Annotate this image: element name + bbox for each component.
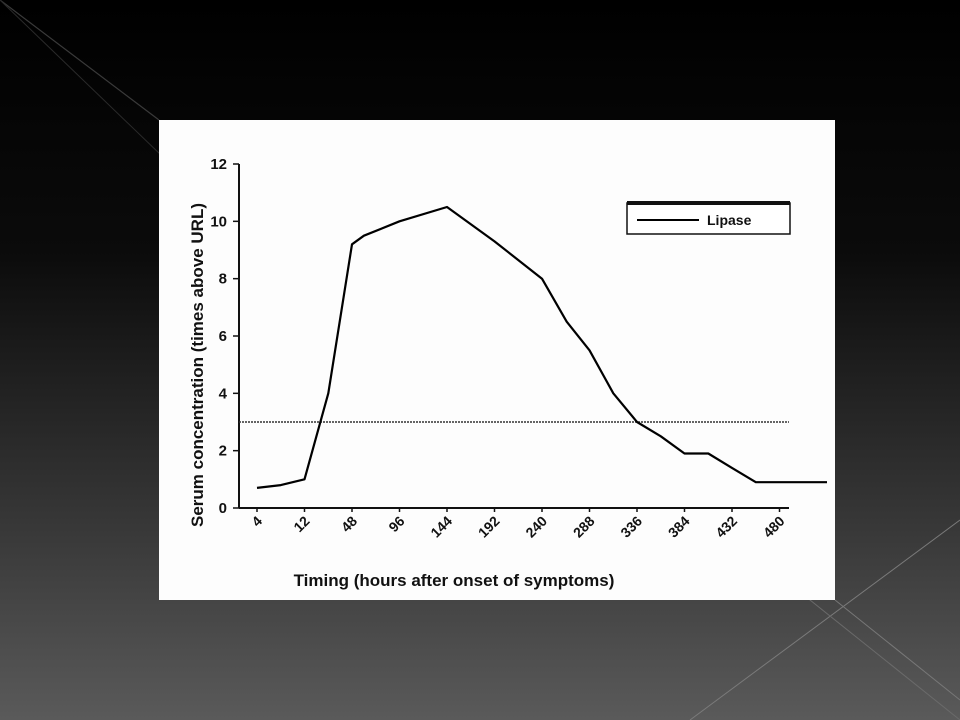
y-tick-label: 2 [219,443,227,460]
x-axis-label: Timing (hours after onset of symptoms) [294,571,615,590]
y-tick-label: 12 [210,156,227,173]
x-tick-label: 240 [522,513,550,541]
y-tick-label: 6 [219,328,227,345]
legend-top-bar [627,201,790,205]
series-line-lipase [256,205,827,489]
y-tick-label: 4 [219,385,228,402]
legend-label-lipase: Lipase [707,212,752,228]
x-tick-label: 48 [338,513,360,535]
y-tick-label: 8 [219,271,227,288]
legend: Lipase [626,201,791,235]
y-axis-label: Serum concentration (times above URL) [188,203,207,527]
x-tick-label: 384 [665,513,693,541]
x-tick-label: 96 [385,513,407,535]
x-tick-label: 4 [248,513,265,530]
chart-panel: 0 2 4 6 8 10 12 4 12 48 96 144 192 240 288 336 384 432 48… [159,120,835,600]
x-tick-label: 480 [760,513,788,541]
x-tick-label: 336 [617,513,645,541]
x-tick-label: 288 [570,513,598,541]
x-tick-label: 432 [712,513,740,541]
lipase-chart: 0 2 4 6 8 10 12 4 12 48 96 144 192 240 288 336 384 432 48… [188,156,827,590]
x-tick-label: 144 [427,513,455,541]
y-tick-label: 10 [210,213,227,230]
x-tick-label: 192 [475,513,503,541]
y-tick-label: 0 [219,500,227,517]
x-tick-label: 12 [290,513,312,535]
